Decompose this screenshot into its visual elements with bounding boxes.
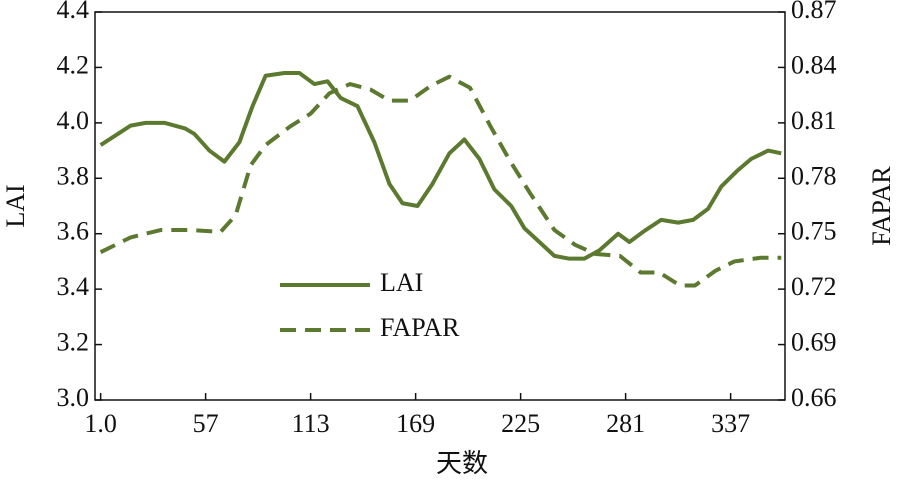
data-line: [99, 74, 782, 288]
x-tick-label: 337: [711, 409, 750, 438]
x-tick-label: 1.0: [84, 409, 117, 438]
legend-label: LAI: [380, 268, 423, 297]
x-tick-label: 169: [396, 409, 435, 438]
y2-tick-label: 0.78: [791, 161, 837, 190]
y2-tick-label: 0.66: [791, 383, 837, 412]
y-tick-label: 4.4: [57, 0, 90, 24]
y-tick-label: 4.0: [57, 106, 90, 135]
y2-tick-label: 0.75: [791, 217, 837, 246]
x-tick-label: 225: [501, 409, 540, 438]
y-tick-label: 4.2: [57, 50, 90, 79]
y2-tick-label: 0.81: [791, 106, 837, 135]
y-tick-label: 3.0: [57, 383, 90, 412]
y-tick-label: 3.4: [57, 272, 90, 301]
y-tick-label: 3.6: [57, 217, 90, 246]
plot-frame: [94, 11, 786, 401]
y2-tick-label: 0.84: [791, 50, 837, 79]
x-tick-label: 113: [292, 409, 330, 438]
x-axis-label: 天数: [436, 449, 488, 478]
legend-label: FAPAR: [380, 313, 460, 342]
y-axis-label: LAI: [1, 184, 30, 227]
y2-tick-label: 0.72: [791, 272, 837, 301]
y2-tick-label: 0.69: [791, 328, 837, 357]
y2-axis-label: FAPAR: [867, 166, 896, 246]
y2-tick-label: 0.87: [791, 0, 837, 24]
x-tick-label: 281: [606, 409, 645, 438]
data-line: [99, 70, 782, 261]
y-tick-label: 3.8: [57, 161, 90, 190]
y-tick-label: 3.2: [57, 328, 90, 357]
x-tick-label: 57: [193, 409, 219, 438]
